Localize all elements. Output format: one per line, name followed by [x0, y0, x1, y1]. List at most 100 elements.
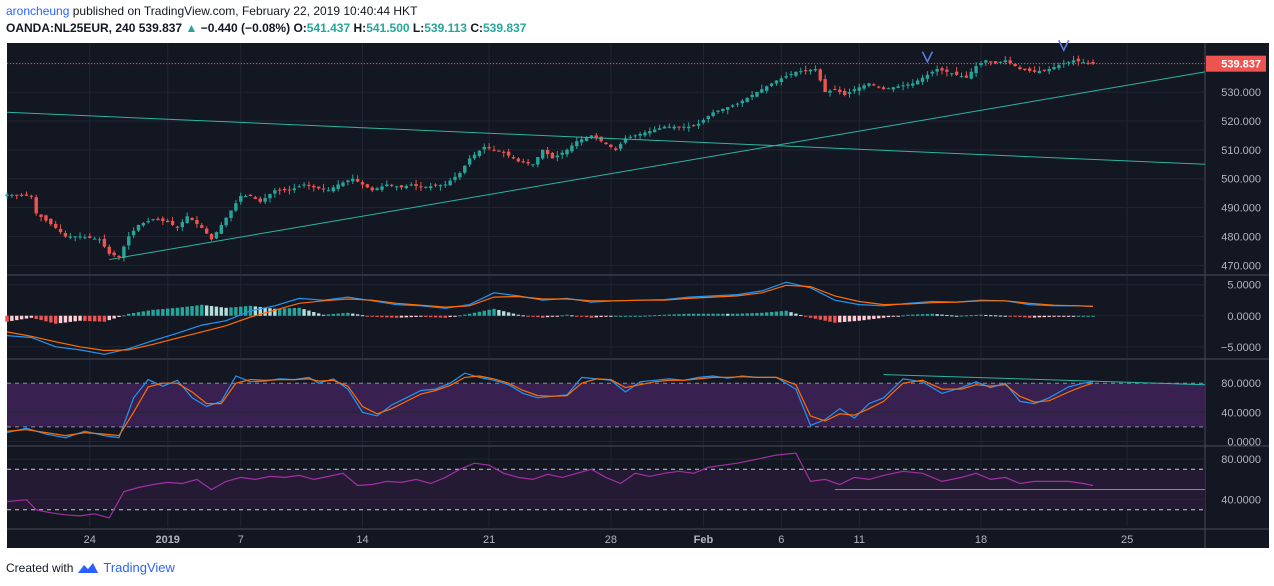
macd-histogram-bar: [570, 315, 574, 317]
macd-histogram-bar: [691, 313, 696, 316]
candle-body: [209, 234, 214, 240]
candle-body: [273, 190, 277, 194]
macd-histogram-bar: [351, 313, 355, 316]
candle-body: [575, 141, 579, 147]
macd-histogram-bar: [365, 315, 370, 317]
price-trend-line: [109, 71, 1206, 261]
candle-body: [1071, 60, 1076, 63]
candle-body: [959, 76, 964, 78]
candle-body: [58, 228, 63, 233]
macd-signal-line: [6, 284, 1094, 352]
macd-histogram-bar: [44, 315, 48, 322]
macd-histogram-bar: [219, 307, 223, 316]
macd-histogram-bar: [385, 315, 389, 318]
macd-histogram-bar: [1013, 315, 1017, 317]
macd-histogram-bar: [370, 315, 374, 317]
macd-histogram-bar: [39, 315, 43, 321]
macd-histogram-bar: [29, 315, 34, 318]
macd-histogram-bar: [53, 315, 58, 324]
candle-body: [536, 157, 540, 165]
macd-histogram-bar: [901, 315, 905, 317]
macd-histogram-bar: [881, 315, 886, 318]
current-price-label: 539.837: [1221, 59, 1261, 71]
macd-histogram-bar: [891, 315, 896, 317]
macd-histogram-bar: [516, 314, 521, 316]
candle-body: [214, 232, 219, 239]
macd-histogram-bar: [730, 313, 735, 316]
candle-body: [609, 144, 613, 147]
candle-body: [467, 158, 472, 165]
candle-body: [482, 146, 486, 150]
macd-histogram-bar: [1037, 315, 1042, 318]
candle-body: [341, 182, 345, 187]
candle-body: [945, 69, 949, 72]
macd-histogram-bar: [911, 314, 915, 316]
candle-body: [10, 194, 14, 196]
macd-histogram-bar: [112, 315, 116, 319]
macd-histogram-bar: [623, 315, 628, 317]
macd-histogram-bar: [141, 311, 146, 316]
candle-body: [170, 221, 175, 225]
candle-body: [136, 224, 141, 231]
candle-body: [107, 246, 111, 254]
candle-body: [730, 105, 735, 107]
macd-histogram-bar: [716, 313, 720, 316]
candle-body: [691, 125, 696, 127]
candle-body: [287, 189, 292, 191]
candle-body: [726, 107, 730, 110]
candle-body: [321, 188, 326, 190]
macd-histogram-bar: [511, 313, 516, 316]
publication-line: aroncheung published on TradingView.com,…: [6, 4, 417, 18]
x-tick-label: 2019: [155, 534, 179, 546]
macd-histogram-bar: [463, 314, 467, 316]
macd-histogram-bar: [935, 314, 939, 316]
pane-0-area: [7, 43, 1205, 274]
macd-histogram-bar: [258, 307, 262, 316]
candle-body: [278, 189, 282, 191]
candle-body: [521, 161, 525, 163]
macd-histogram-bar: [945, 314, 949, 316]
macd-histogram-bar: [579, 315, 584, 317]
macd-histogram-bar: [253, 306, 258, 316]
stoch-y-tick: 40.0000: [1221, 407, 1261, 419]
macd-histogram-bar: [414, 315, 418, 317]
candle-body: [1023, 68, 1027, 70]
macd-histogram-bar: [1076, 315, 1081, 317]
macd-histogram-bar: [818, 315, 822, 320]
macd-histogram-bar: [151, 309, 155, 316]
macd-histogram-bar: [10, 315, 14, 321]
candle-body: [477, 150, 482, 157]
candle-body: [24, 194, 29, 196]
candle-body: [302, 184, 306, 186]
candle-body: [326, 190, 331, 192]
candle-body: [15, 194, 19, 196]
candle-body: [161, 218, 165, 222]
candle-body: [428, 186, 433, 189]
macd-histogram-bar: [326, 314, 331, 316]
price-y-tick: 530.000: [1221, 87, 1261, 99]
macd-histogram-bar: [307, 310, 311, 316]
candle-body: [803, 70, 808, 72]
open-value: 541.437: [306, 21, 351, 35]
macd-histogram-bar: [789, 312, 793, 316]
candle-body: [818, 69, 822, 81]
author-link[interactable]: aroncheung: [6, 4, 70, 18]
macd-histogram-bar: [565, 314, 569, 316]
macd-histogram-bar: [302, 309, 306, 316]
macd-histogram-bar: [774, 311, 779, 316]
tradingview-brand[interactable]: TradingView: [103, 560, 175, 575]
candle-body: [68, 236, 73, 238]
macd-histogram-bar: [950, 315, 954, 317]
macd-histogram-bar: [657, 314, 662, 316]
macd-histogram-bar: [954, 315, 959, 317]
macd-histogram-bar: [726, 313, 730, 316]
candle-body: [716, 110, 720, 112]
low-value: 539.113: [424, 21, 467, 35]
stoch-trend-line: [883, 374, 1206, 386]
candle-body: [531, 164, 535, 166]
macd-histogram-bar: [360, 315, 365, 317]
price-y-tick: 500.000: [1221, 174, 1261, 186]
candle-body: [545, 150, 550, 155]
candle-body: [112, 252, 116, 256]
